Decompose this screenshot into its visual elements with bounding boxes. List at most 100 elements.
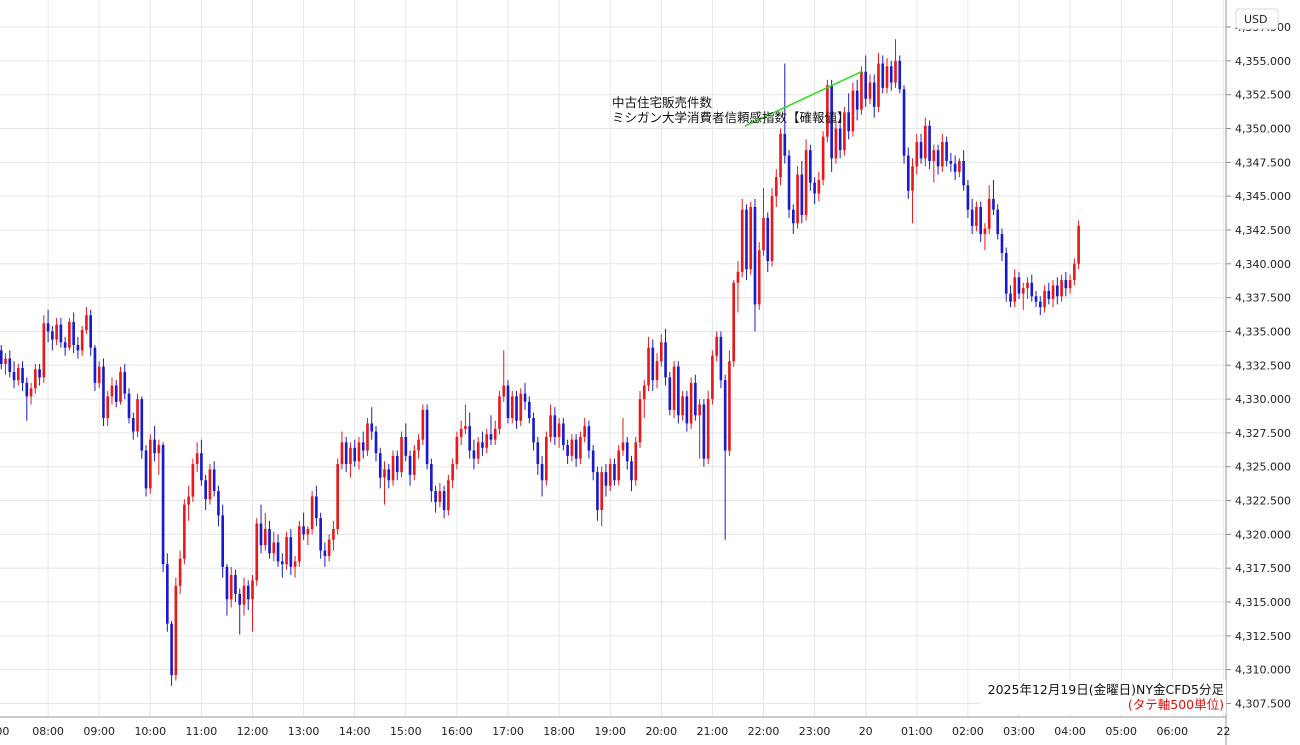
candle-body [242, 585, 246, 605]
x-tick-label: 03:00 [1003, 725, 1035, 738]
candle-body [183, 504, 186, 559]
candle-body [843, 112, 846, 151]
candle-body [783, 133, 787, 156]
y-tick-label: 4,332.500 [1235, 359, 1291, 372]
candle-body [63, 342, 67, 348]
candle-body [885, 66, 889, 88]
y-tick-label: 4,320.000 [1235, 528, 1291, 541]
candle-body [38, 369, 41, 378]
candle-body [89, 315, 93, 348]
candle-body [29, 388, 33, 397]
candle-body [42, 323, 46, 378]
candle-body [523, 393, 527, 402]
candle-body [383, 469, 386, 478]
candle-body [749, 206, 753, 270]
candle-body [532, 418, 535, 443]
candle-body [212, 469, 216, 492]
candle-body [217, 491, 220, 516]
candle-body [826, 85, 829, 137]
candle-body [762, 217, 765, 251]
candle-body [59, 324, 63, 343]
candle-body [642, 385, 646, 400]
candle-body [34, 369, 37, 389]
x-tick-label: 08:00 [32, 725, 64, 738]
candle-body [208, 469, 212, 500]
candle-body [221, 515, 225, 567]
candle-body [8, 358, 12, 373]
candle-body [928, 125, 931, 161]
candle-body [332, 528, 335, 540]
candle-body [698, 404, 701, 416]
candle-body [506, 385, 510, 419]
candle-body [161, 445, 165, 565]
candle-body [1026, 282, 1029, 289]
x-tick-label: 22:00 [748, 725, 780, 738]
candle-body [877, 63, 880, 107]
candle-body [864, 71, 868, 99]
candle-body [302, 526, 305, 535]
candle-body [958, 160, 961, 172]
candle-body [906, 155, 910, 191]
candle-body [851, 90, 855, 132]
candle-body [472, 450, 476, 459]
candle-body [1034, 296, 1038, 302]
candle-body [1038, 301, 1042, 308]
candle-body [1030, 282, 1034, 297]
candle-body [574, 439, 578, 459]
candle-body [293, 561, 297, 567]
candle-body [677, 366, 680, 416]
price-axis: 4,307.500 4,310.000 4,312.500 4,315.000 4,31… [1225, 0, 1291, 745]
candle-body [510, 396, 514, 419]
candle-body [229, 574, 233, 600]
candle-body [545, 436, 548, 481]
candle-body [966, 185, 970, 210]
candle-body [166, 564, 169, 624]
candle-body [178, 558, 182, 586]
candle-body [191, 464, 195, 497]
candle-body [357, 442, 361, 462]
candle-body [872, 82, 876, 107]
candle-body [664, 342, 667, 378]
x-tick-label: 19:00 [594, 725, 626, 738]
candle-body [600, 472, 604, 511]
currency-badge: USD [1235, 8, 1279, 30]
candle-body [93, 347, 97, 383]
candle-body [425, 409, 429, 465]
candle-body [1021, 288, 1025, 294]
candle-body [770, 196, 774, 262]
candle-body [681, 396, 684, 416]
candle-body [395, 455, 399, 473]
candle-body [694, 382, 697, 416]
candle-body [119, 372, 122, 402]
candle-body [923, 125, 927, 159]
candle-body [114, 385, 118, 402]
x-tick-label: 05:00 [1105, 725, 1137, 738]
candle-body [540, 464, 544, 481]
y-tick-label: 4,337.500 [1235, 292, 1291, 305]
y-tick-label: 4,325.000 [1235, 461, 1291, 474]
y-tick-label: 4,307.500 [1235, 697, 1291, 710]
candle-body [361, 442, 365, 451]
candle-body [400, 436, 403, 473]
candle-body [655, 361, 659, 381]
time-axis: 7:00 08:00 09:00 10:00 11:00 12:00 13:00 14:00 1… [0, 716, 1230, 738]
candle-body [587, 426, 591, 451]
x-tick-label: 10:00 [134, 725, 166, 738]
candle-body [255, 523, 259, 581]
candle-body [1077, 225, 1080, 264]
y-tick-label: 4,312.500 [1235, 630, 1291, 643]
candle-body [459, 428, 463, 437]
candle-body [370, 423, 374, 432]
chart-caption: 2025年12月19日(金曜日)NY金CFD5分足 (タテ軸500単位) [980, 680, 1226, 714]
candle-body [259, 523, 263, 546]
x-tick-label: 13:00 [288, 725, 320, 738]
candle-body [25, 382, 29, 397]
candle-body [757, 250, 761, 305]
candle-body [434, 491, 437, 502]
y-tick-label: 4,322.500 [1235, 495, 1291, 508]
x-tick-label: 02:00 [952, 725, 984, 738]
candle-body [668, 377, 672, 410]
candle-body [438, 491, 442, 502]
candle-body [12, 372, 16, 381]
candle-body [481, 442, 484, 448]
